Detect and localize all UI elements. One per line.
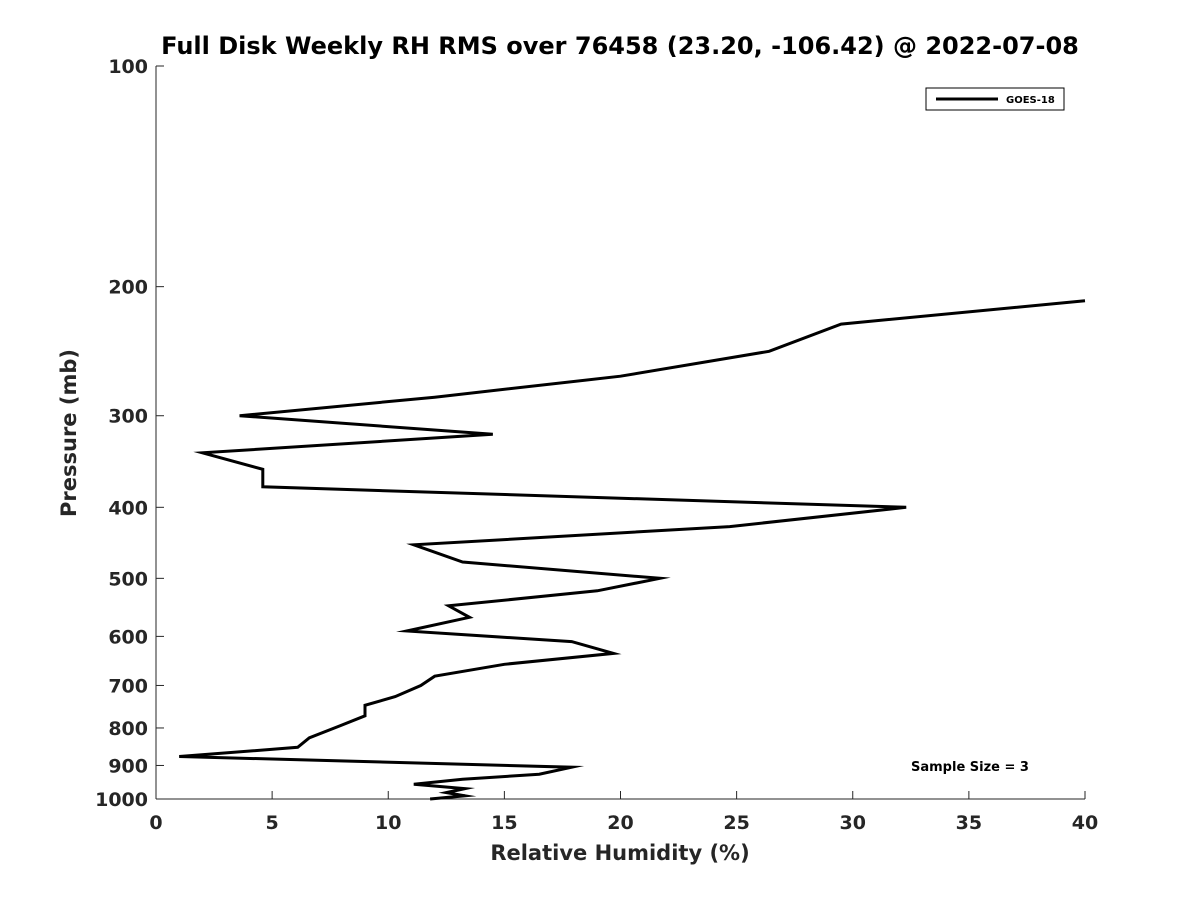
x-tick-label: 0 bbox=[149, 812, 162, 834]
x-tick-label: 5 bbox=[266, 812, 279, 834]
y-tick-label: 1000 bbox=[95, 789, 148, 811]
y-tick-label: 500 bbox=[108, 568, 148, 590]
y-tick-label: 200 bbox=[108, 277, 148, 299]
x-tick-label: 30 bbox=[840, 812, 866, 834]
y-tick-label: 300 bbox=[108, 406, 148, 428]
chart-title: Full Disk Weekly RH RMS over 76458 (23.2… bbox=[161, 32, 1079, 60]
y-tick-label: 100 bbox=[108, 56, 148, 78]
y-tick-label: 700 bbox=[108, 675, 148, 697]
x-tick-label: 40 bbox=[1072, 812, 1098, 834]
plot-area bbox=[155, 66, 1085, 800]
sample-size-annotation: Sample Size = 3 bbox=[911, 760, 1029, 775]
legend-label-goes-18: GOES-18 bbox=[1006, 95, 1055, 106]
x-axis-label: Relative Humidity (%) bbox=[490, 841, 749, 865]
x-tick-label: 20 bbox=[607, 812, 633, 834]
legend: GOES-18 bbox=[925, 87, 1065, 111]
y-axis-label: Pressure (mb) bbox=[57, 349, 81, 517]
series-layer bbox=[179, 299, 1086, 801]
series-line-goes-18 bbox=[179, 299, 1086, 801]
x-axis-ticks: 0 5 10 15 20 25 30 35 40 bbox=[149, 791, 1098, 834]
x-tick-label: 10 bbox=[375, 812, 401, 834]
y-axis-ticks: 100 200 300 400 500 600 700 800 900 1000 bbox=[95, 56, 164, 811]
x-tick-label: 25 bbox=[723, 812, 749, 834]
x-tick-label: 35 bbox=[956, 812, 982, 834]
x-tick-label: 15 bbox=[491, 812, 517, 834]
y-tick-label: 900 bbox=[108, 755, 148, 777]
y-tick-label: 800 bbox=[108, 718, 148, 740]
y-tick-label: 400 bbox=[108, 497, 148, 519]
y-tick-label: 600 bbox=[108, 626, 148, 648]
